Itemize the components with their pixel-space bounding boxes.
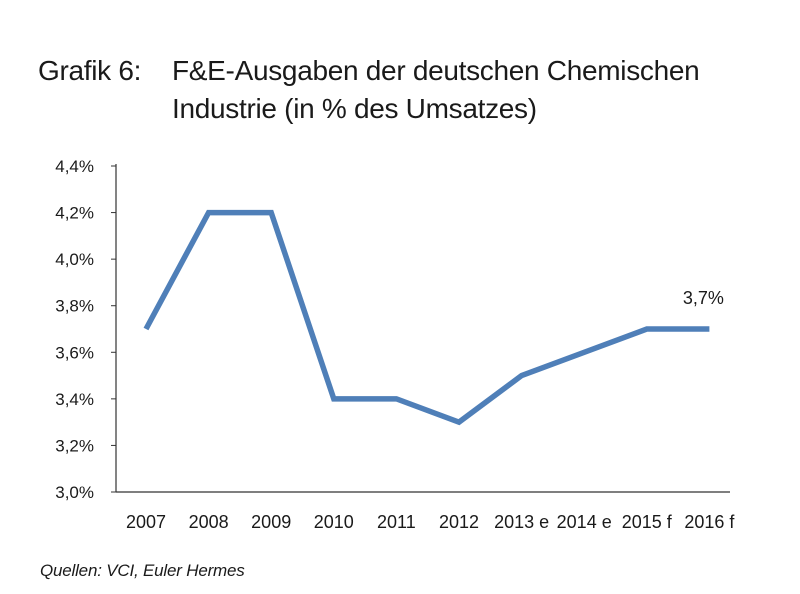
y-tick-label: 3,2% <box>55 436 94 455</box>
x-tick-label: 2011 <box>377 512 416 532</box>
x-tick-label: 2014 e <box>557 512 612 532</box>
y-tick-label: 3,4% <box>55 390 94 409</box>
x-tick-label: 2012 <box>439 512 479 532</box>
x-tick-label: 2010 <box>314 512 354 532</box>
chart-series <box>143 209 710 426</box>
x-tick-label: 2009 <box>251 512 291 532</box>
source-note: Quellen: VCI, Euler Hermes <box>40 561 245 580</box>
y-axis-ticks: 3,0% 3,2% 3,4% 3,6% 3,8% 4,0% 4,2% 4,4% <box>55 157 116 502</box>
x-tick-label: 2008 <box>189 512 229 532</box>
chart-annotations: 3,7% <box>683 288 724 308</box>
series-line <box>143 209 710 426</box>
x-tick-label: 2007 <box>126 512 166 532</box>
x-tick-label: 2013 e <box>494 512 549 532</box>
x-axis-ticks: 2007 2008 2009 2010 2011 2012 2013 e 2014 e 2015… <box>126 512 735 532</box>
chart-axes <box>115 164 730 493</box>
y-tick-label: 3,8% <box>55 297 94 316</box>
chart-title-text: F&E-Ausgaben der deutschen Chemischen In… <box>172 55 700 124</box>
x-tick-label: 2015 f <box>622 512 673 532</box>
chart-title-prefix: Grafik 6: <box>38 55 142 86</box>
x-tick-label: 2016 f <box>684 512 735 532</box>
y-tick-label: 4,4% <box>55 157 94 176</box>
y-tick-label: 3,6% <box>55 343 94 362</box>
y-tick-label: 3,0% <box>55 483 94 502</box>
data-label: 3,7% <box>683 288 724 308</box>
y-tick-label: 4,2% <box>55 204 94 223</box>
y-tick-label: 4,0% <box>55 250 94 269</box>
